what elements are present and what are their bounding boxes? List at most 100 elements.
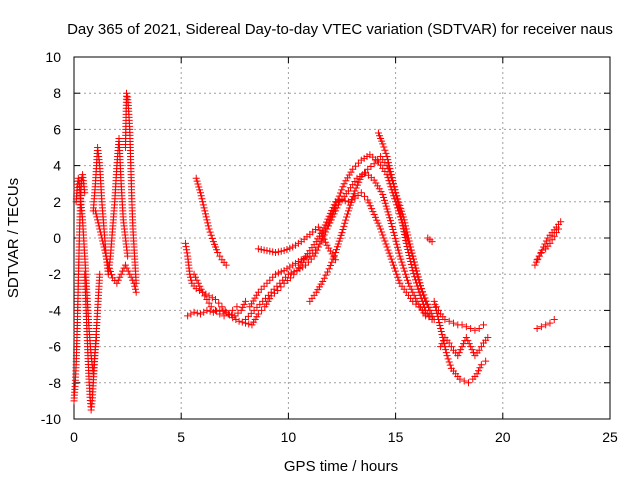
- data-point: [436, 321, 444, 329]
- data-point: [387, 255, 395, 263]
- data-point: [323, 225, 331, 233]
- y-tick-label: 4: [53, 158, 61, 174]
- data-point: [196, 189, 204, 197]
- data-point: [349, 165, 357, 173]
- data-point: [183, 249, 191, 257]
- data-point: [249, 297, 257, 305]
- data-point: [254, 310, 262, 318]
- series-track-f: [121, 89, 140, 287]
- data-point: [302, 261, 310, 269]
- data-point: [206, 307, 214, 315]
- data-point: [480, 321, 488, 329]
- data-point: [317, 237, 325, 245]
- data-point: [326, 216, 334, 224]
- data-point: [131, 285, 139, 293]
- data-point: [242, 315, 250, 323]
- data-point: [341, 219, 349, 227]
- x-tick-label: 20: [495, 429, 511, 445]
- data-point: [325, 219, 333, 227]
- data-point: [103, 255, 111, 263]
- data-point: [384, 246, 392, 254]
- data-point: [344, 207, 352, 215]
- data-point: [387, 168, 395, 176]
- data-point: [375, 185, 383, 193]
- data-point: [93, 334, 101, 342]
- data-point: [434, 315, 442, 323]
- data-point: [437, 343, 445, 351]
- data-point: [206, 228, 214, 236]
- data-point: [340, 180, 348, 188]
- data-point: [557, 218, 565, 226]
- data-point: [202, 213, 210, 221]
- data-point: [542, 237, 550, 245]
- data-point: [384, 159, 392, 167]
- data-point: [91, 207, 99, 215]
- data-point: [197, 285, 205, 293]
- data-point: [419, 291, 427, 299]
- data-point: [229, 314, 237, 322]
- series-track-h: [190, 270, 241, 320]
- data-point: [394, 243, 402, 251]
- series-track-d: [89, 134, 132, 278]
- data-point: [484, 334, 492, 342]
- data-point: [468, 346, 476, 354]
- data-point: [380, 143, 388, 151]
- data-point: [293, 267, 301, 275]
- data-point: [325, 265, 333, 273]
- data-point: [208, 234, 216, 242]
- data-point: [392, 267, 400, 275]
- data-point: [320, 235, 328, 243]
- data-point: [300, 255, 308, 263]
- data-point: [357, 189, 365, 197]
- data-point: [348, 195, 356, 203]
- data-point: [383, 153, 391, 161]
- data-point: [397, 204, 405, 212]
- data-point: [548, 236, 556, 244]
- data-point: [550, 315, 558, 323]
- data-point: [256, 300, 264, 308]
- series-track-c: [81, 270, 101, 414]
- data-point: [390, 228, 398, 236]
- data-point: [454, 352, 462, 360]
- data-point: [352, 162, 360, 170]
- data-point: [277, 283, 285, 291]
- data-point: [286, 244, 294, 252]
- data-point: [390, 183, 398, 191]
- data-point: [458, 343, 466, 351]
- data-point: [307, 255, 315, 263]
- data-point: [222, 261, 230, 269]
- data-point: [473, 370, 481, 378]
- data-point: [328, 258, 336, 266]
- data-point: [98, 234, 106, 242]
- data-point: [254, 288, 262, 296]
- data-point: [423, 300, 431, 308]
- data-point: [531, 261, 539, 269]
- data-point: [383, 205, 391, 213]
- data-point: [184, 312, 192, 320]
- data-point: [445, 339, 453, 347]
- data-point: [207, 303, 215, 311]
- data-point: [404, 279, 412, 287]
- data-point: [344, 174, 352, 182]
- data-point: [346, 201, 354, 209]
- data-point: [457, 346, 465, 354]
- data-point: [335, 237, 343, 245]
- data-point: [363, 153, 371, 161]
- data-point: [195, 183, 203, 191]
- data-point: [104, 261, 112, 269]
- data-point: [361, 169, 369, 177]
- data-point: [326, 262, 334, 270]
- data-point: [424, 303, 432, 311]
- data-point: [287, 274, 295, 282]
- data-point: [546, 319, 554, 327]
- data-point: [398, 207, 406, 215]
- x-tick-label: 5: [177, 429, 185, 445]
- data-point: [374, 182, 382, 190]
- data-point: [460, 377, 468, 385]
- data-point: [533, 256, 541, 264]
- y-tick-label: -6: [49, 339, 62, 355]
- data-point: [335, 192, 343, 200]
- data-point: [323, 241, 331, 249]
- data-point: [96, 225, 104, 233]
- data-point: [332, 248, 340, 256]
